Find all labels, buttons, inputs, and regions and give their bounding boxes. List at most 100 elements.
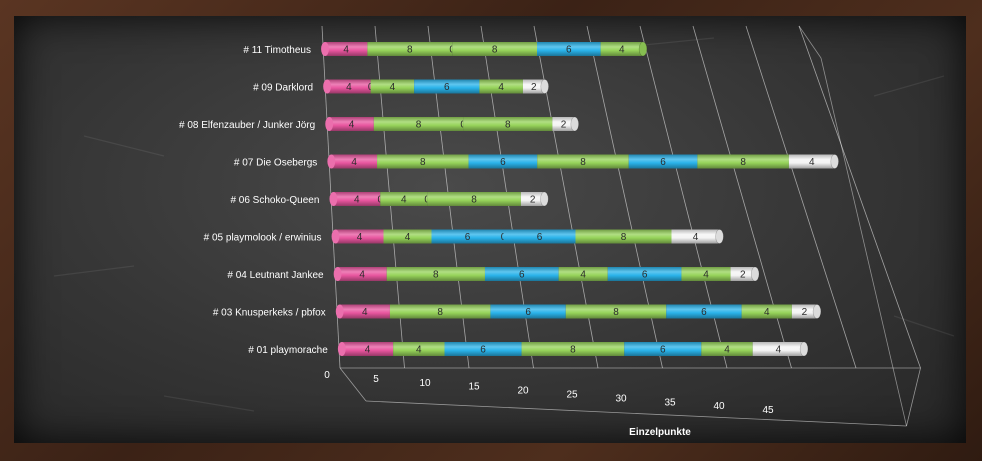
bar-segment xyxy=(484,267,559,281)
data-label: 8 xyxy=(570,345,576,356)
bar-start-cap xyxy=(321,42,329,56)
data-label: 6 xyxy=(519,270,525,281)
x-tick-label: 40 xyxy=(713,401,725,412)
data-label: 6 xyxy=(465,232,471,243)
data-label: 4 xyxy=(343,45,349,56)
bar-row: 48082 xyxy=(325,116,579,132)
data-label: 8 xyxy=(433,270,439,281)
bar-segment xyxy=(788,154,835,169)
data-label: 4 xyxy=(354,195,360,206)
chalk-scratch xyxy=(163,395,255,412)
bar-end-cap xyxy=(830,154,839,169)
data-label: 4 xyxy=(580,270,586,281)
x-tick-label: 25 xyxy=(566,390,578,401)
data-label: 4 xyxy=(776,345,782,356)
back-wall-edge xyxy=(798,25,822,59)
data-label: 4 xyxy=(405,232,411,243)
bar-segment xyxy=(681,267,731,281)
bar-end-cap xyxy=(540,191,549,207)
bar-end-cap xyxy=(750,266,760,282)
data-label: 4 xyxy=(351,157,357,168)
data-label: 4 xyxy=(724,345,730,356)
bar-segment xyxy=(377,154,469,169)
bar-row: 4 8 6 8 6 8 4 xyxy=(327,154,839,169)
bar-segment xyxy=(427,192,521,206)
x-tick-label: 0 xyxy=(324,370,330,381)
bar-segment xyxy=(628,154,698,169)
x-tick-label: 20 xyxy=(517,386,529,397)
category-label: # 11 Timotheus xyxy=(243,45,311,56)
category-label: # 05 playmolook / erwinius xyxy=(204,233,322,244)
bar-segment xyxy=(389,304,491,319)
floor-depth xyxy=(339,367,367,402)
data-label: 2 xyxy=(530,195,536,206)
data-label: 4 xyxy=(693,232,699,243)
data-label: 4 xyxy=(346,82,352,93)
data-label: 4 xyxy=(365,345,371,356)
x-tick-label: 5 xyxy=(373,374,379,385)
bar-segment xyxy=(752,342,805,356)
bar-segment xyxy=(701,342,753,356)
bar-segment xyxy=(666,304,742,319)
bar-row: 4 8 6 4 6 4 2 xyxy=(333,266,760,282)
x-tick-label: 10 xyxy=(419,378,431,389)
data-label: 6 xyxy=(642,270,648,281)
bar-segment xyxy=(503,229,576,244)
data-label: 4 xyxy=(390,82,396,93)
bar-row: 4460684 xyxy=(331,229,724,244)
data-label: 6 xyxy=(566,45,572,56)
data-label: 8 xyxy=(740,157,746,168)
bar-row: 404642 xyxy=(323,79,549,94)
data-label: 6 xyxy=(660,345,666,356)
category-label: # 06 Schoko-Queen xyxy=(230,195,319,206)
data-label: 8 xyxy=(437,307,443,318)
bar-segment xyxy=(463,117,553,131)
bar-segment xyxy=(479,79,523,94)
bar-segment xyxy=(671,229,720,244)
bar-segment xyxy=(697,154,789,169)
floor-front-edge xyxy=(365,400,907,427)
bar-segment xyxy=(331,154,378,169)
data-label: 4 xyxy=(359,270,365,281)
x-tick-label: 15 xyxy=(468,382,480,393)
bar-start-cap xyxy=(337,342,346,356)
bar-segment xyxy=(791,304,817,319)
bar-segment xyxy=(431,229,504,244)
bar-segment xyxy=(444,342,522,356)
data-label: 4 xyxy=(619,45,625,56)
data-label: 4 xyxy=(349,120,355,131)
chalk-scratch xyxy=(893,315,955,337)
bar-segment xyxy=(386,267,485,281)
data-label: 8 xyxy=(505,120,511,131)
bar-segment xyxy=(522,79,545,94)
data-label: 8 xyxy=(580,157,586,168)
bar-end-cap xyxy=(715,229,724,244)
data-label: 8 xyxy=(492,45,498,56)
bar-row: 4 4 6 8 6 4 4 xyxy=(337,341,809,357)
bar-segment xyxy=(468,154,538,169)
data-label: 2 xyxy=(740,270,746,281)
category-label: # 07 Die Osebergs xyxy=(234,158,317,169)
bar-segment xyxy=(341,342,394,356)
bar-start-cap xyxy=(333,267,342,281)
bar-row: 4 8 6 8 6 4 2 xyxy=(335,304,822,319)
bar-segment xyxy=(367,42,453,56)
data-label: 8 xyxy=(416,120,422,131)
data-label: 6 xyxy=(500,157,506,168)
data-label: 6 xyxy=(537,232,543,243)
bar-segment xyxy=(335,229,384,244)
bars-layer: 4808644046424808248686844040824460684486… xyxy=(321,41,839,357)
bar-segment xyxy=(575,229,672,244)
bar-segment xyxy=(537,154,629,169)
bar-segment xyxy=(520,192,545,206)
x-tick-label: 45 xyxy=(762,405,774,416)
stacked-bar-chart: # 11 Timotheus # 09 Darklord # 08 Elfenzau… xyxy=(53,25,955,438)
category-labels: # 11 Timotheus # 09 Darklord # 08 Elfenzau… xyxy=(179,45,328,356)
x-tick-label: 30 xyxy=(615,393,627,404)
bar-end-cap xyxy=(799,341,809,357)
gridline xyxy=(745,25,857,369)
bar-segment xyxy=(565,304,667,319)
floor-depth xyxy=(906,367,921,427)
bar-segment xyxy=(607,267,682,281)
bar-start-cap xyxy=(335,304,344,319)
